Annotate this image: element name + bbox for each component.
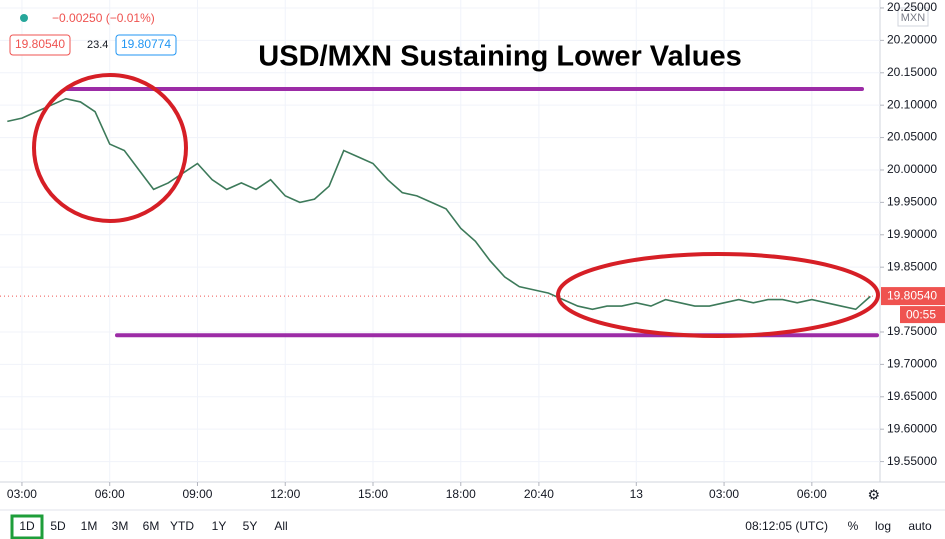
symbol: MXN <box>901 12 926 24</box>
active-range <box>10 514 44 539</box>
y-tick-label: 20.10000 <box>887 97 937 111</box>
x-tick-label: 09:00 <box>182 487 212 501</box>
y-tick-label: 19.75000 <box>887 324 937 338</box>
x-tick-label: 03:00 <box>709 487 739 501</box>
range-button[interactable]: 5Y <box>243 519 258 533</box>
x-tick-label: 06:00 <box>95 487 125 501</box>
settings-icon[interactable]: ⚙ <box>867 487 880 503</box>
chart-title: USD/MXN Sustaining Lower Values <box>258 41 741 73</box>
x-tick-label: 03:00 <box>7 487 37 501</box>
x-tick-label: 15:00 <box>358 487 388 501</box>
price-change: −0.00250 (−0.01%) <box>52 11 155 25</box>
x-tick-label: 13 <box>630 487 644 501</box>
ask-box <box>115 34 177 56</box>
range-button[interactable]: 1Y <box>212 519 227 533</box>
bid-box <box>9 34 71 56</box>
ask-price: 19.80774 <box>121 37 171 51</box>
range-button[interactable]: 3M <box>112 519 129 533</box>
x-tick-label: 20:40 <box>524 487 554 501</box>
y-tick-label: 19.85000 <box>887 259 937 273</box>
range-button[interactable]: 5D <box>50 519 66 533</box>
x-tick-label: 12:00 <box>270 487 300 501</box>
plot <box>0 0 880 482</box>
countdown-tag <box>900 306 945 324</box>
range-button[interactable]: All <box>274 519 287 533</box>
x-tick-label: 06:00 <box>797 487 827 501</box>
highlight-circle <box>32 73 188 223</box>
symbol-box <box>897 7 929 27</box>
clock: 08:12:05 (UTC) <box>745 519 828 533</box>
status-dot <box>20 14 28 22</box>
range-button[interactable]: YTD <box>170 519 194 533</box>
y-tick-label: 19.60000 <box>887 421 937 435</box>
y-tick-label: 19.90000 <box>887 227 937 241</box>
y-tick-label: 19.95000 <box>887 195 937 209</box>
price-line <box>7 97 871 311</box>
x-tick-label: 18:00 <box>446 487 476 501</box>
y-tick-label: 20.20000 <box>887 33 937 47</box>
last-price-label: 19.80540 <box>887 288 937 302</box>
y-tick-label: 20.00000 <box>887 162 937 176</box>
toggle[interactable]: log <box>875 519 891 533</box>
spread: 23.4 <box>87 39 108 51</box>
range-button[interactable]: 1D <box>19 519 35 533</box>
countdown: 00:55 <box>906 307 936 321</box>
y-tick-label: 19.70000 <box>887 357 937 371</box>
range-button[interactable]: 1M <box>81 519 98 533</box>
y-tick-label: 19.65000 <box>887 389 937 403</box>
y-tick-label: 20.05000 <box>887 130 937 144</box>
range-button[interactable]: 6M <box>143 519 160 533</box>
toggle[interactable]: % <box>848 519 859 533</box>
bid-price: 19.80540 <box>15 37 65 51</box>
y-tick-label: 20.25000 <box>887 0 937 14</box>
y-tick-label: 20.15000 <box>887 65 937 79</box>
toggle[interactable]: auto <box>908 519 932 533</box>
highlight-ellipse <box>556 252 880 338</box>
last-price-tag <box>881 287 945 306</box>
y-tick-label: 19.55000 <box>887 454 937 468</box>
